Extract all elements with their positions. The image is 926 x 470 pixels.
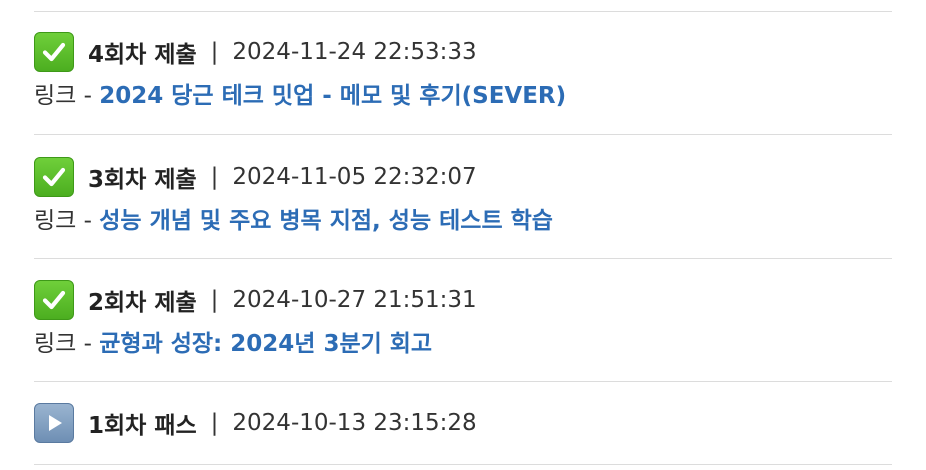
round-label: 4회차 제출 (88, 42, 197, 68)
entry-header: 3회차 제출 | 2024-11-05 22:32:07 (34, 157, 892, 197)
entry-header: 4회차 제출 | 2024-11-24 22:53:33 (34, 32, 892, 72)
timestamp: 2024-10-27 21:51:31 (232, 287, 477, 313)
check-mark-icon (34, 280, 74, 320)
separator: | (210, 287, 219, 313)
divider (34, 464, 892, 465)
entry-link-row: 링크 - 균형과 성장: 2024년 3분기 회고 (34, 322, 892, 360)
divider (34, 11, 892, 12)
divider (34, 381, 892, 382)
separator: | (210, 410, 219, 436)
divider (34, 134, 892, 135)
round-label: 3회차 제출 (88, 167, 197, 193)
link-prefix: 링크 - (34, 83, 100, 109)
separator: | (210, 39, 219, 65)
separator: | (210, 164, 219, 190)
link-prefix: 링크 - (34, 331, 100, 357)
post-link[interactable]: 성능 개념 및 주요 병목 지점, 성능 테스트 학습 (99, 208, 553, 234)
post-link[interactable]: 2024 당근 테크 밋업 - 메모 및 후기(SEVER) (99, 83, 567, 109)
submission-entry: 4회차 제출 | 2024-11-24 22:53:33 링크 - 2024 당… (34, 32, 892, 112)
entry-link-row: 링크 - 2024 당근 테크 밋업 - 메모 및 후기(SEVER) (34, 74, 892, 112)
post-link[interactable]: 균형과 성장: 2024년 3분기 회고 (99, 331, 433, 357)
submission-entry: 1회차 패스 | 2024-10-13 23:15:28 (34, 403, 892, 443)
round-label: 2회차 제출 (88, 290, 197, 316)
submission-entry: 2회차 제출 | 2024-10-27 21:51:31 링크 - 균형과 성장… (34, 280, 892, 360)
submission-entry: 3회차 제출 | 2024-11-05 22:32:07 링크 - 성능 개념 … (34, 157, 892, 237)
entry-header: 1회차 패스 | 2024-10-13 23:15:28 (34, 403, 892, 443)
play-icon (34, 403, 74, 443)
check-mark-icon (34, 32, 74, 72)
entry-header: 2회차 제출 | 2024-10-27 21:51:31 (34, 280, 892, 320)
entry-link-row: 링크 - 성능 개념 및 주요 병목 지점, 성능 테스트 학습 (34, 199, 892, 237)
timestamp: 2024-10-13 23:15:28 (232, 410, 477, 436)
check-mark-icon (34, 157, 74, 197)
round-label: 1회차 패스 (88, 413, 197, 439)
timestamp: 2024-11-05 22:32:07 (232, 164, 477, 190)
link-prefix: 링크 - (34, 208, 100, 234)
divider (34, 258, 892, 259)
timestamp: 2024-11-24 22:53:33 (232, 39, 477, 65)
